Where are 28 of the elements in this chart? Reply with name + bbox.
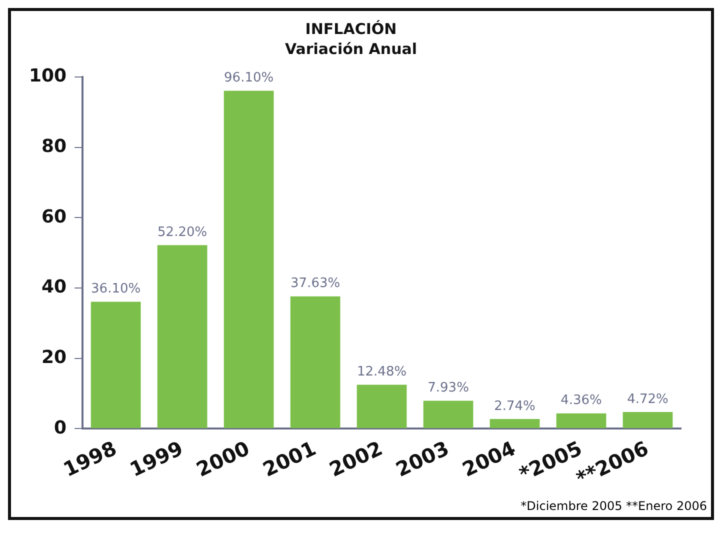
bar — [490, 419, 540, 428]
bar — [90, 302, 141, 428]
data-label: 52.20% — [158, 224, 208, 240]
y-tick-label: 40 — [42, 276, 67, 298]
y-tick-label: 0 — [54, 417, 67, 438]
data-label: 4.72% — [627, 392, 668, 407]
bar — [224, 90, 274, 428]
y-tick-label: 60 — [42, 206, 67, 228]
text: *Diciembre 2005 **Enero 2006 — [520, 499, 707, 513]
data-label: 12.48% — [357, 364, 407, 380]
data-label: 2.74% — [494, 398, 536, 414]
bar — [356, 384, 407, 428]
data-label: 37.63% — [290, 276, 340, 292]
bar — [157, 245, 208, 428]
y-tick-label: 80 — [42, 136, 67, 158]
chart-title: INFLACIÓN — [305, 20, 397, 38]
data-label: 4.36% — [560, 393, 602, 408]
chart-subtitle: Variación Anual — [284, 40, 418, 58]
y-tick-label: 100 — [28, 66, 67, 87]
data-label: 7.93% — [428, 380, 469, 396]
data-label: 36.10% — [91, 282, 141, 297]
bar — [622, 412, 673, 428]
data-label: 96.10% — [224, 70, 274, 86]
bar — [556, 413, 606, 428]
bar — [290, 296, 340, 428]
y-tick-label: 20 — [42, 346, 67, 368]
x-tick-label: 1999 — [126, 436, 187, 482]
bar — [423, 400, 474, 428]
